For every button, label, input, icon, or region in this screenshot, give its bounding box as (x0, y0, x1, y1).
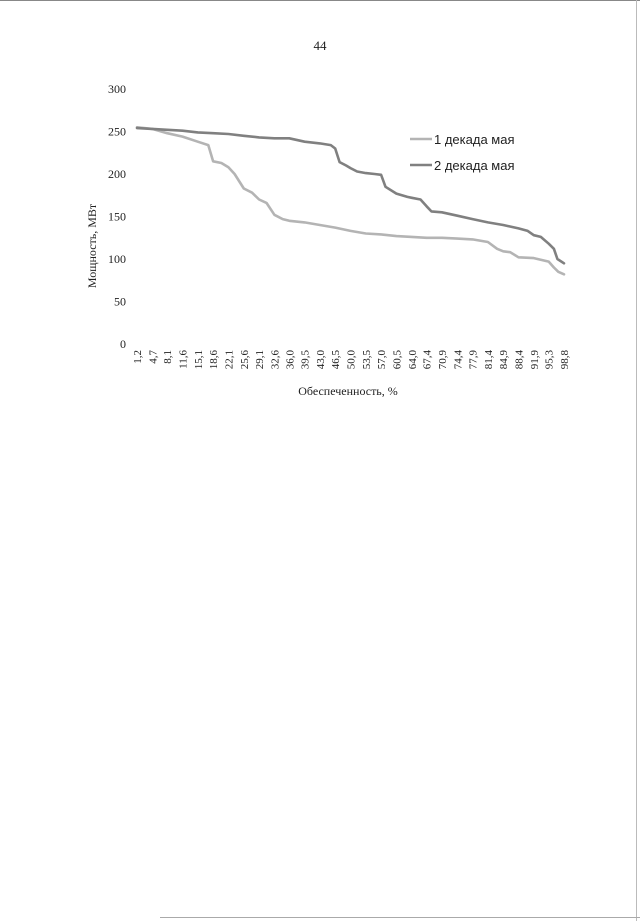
x-tick-label: 91,9 (529, 350, 541, 370)
x-tick-label: 95,3 (544, 350, 556, 370)
x-tick-label: 77,9 (468, 350, 480, 370)
x-tick-label: 32,6 (269, 350, 281, 370)
x-tick-label: 22,1 (223, 350, 235, 369)
x-tick-label: 15,1 (193, 350, 205, 369)
y-tick-label: 0 (120, 337, 126, 351)
x-tick-label: 43,0 (315, 350, 327, 370)
y-axis-ticks: 0 50 100 150 200 250 300 (108, 82, 126, 351)
x-tick-label: 46,5 (330, 350, 342, 370)
x-tick-label: 36,0 (284, 350, 296, 370)
x-tick-label: 29,1 (254, 350, 266, 369)
x-tick-label: 4,7 (147, 350, 159, 364)
x-tick-label: 81,4 (483, 350, 495, 370)
x-tick-label: 98,8 (559, 350, 571, 370)
series-line-1 (135, 126, 566, 276)
page-number: 44 (313, 38, 327, 53)
x-tick-label: 84,9 (498, 350, 510, 370)
x-tick-label: 60,5 (391, 350, 403, 370)
x-tick-label: 57,0 (376, 350, 388, 370)
y-axis-label: Мощность, МВт (85, 203, 99, 288)
x-tick-label: 8,1 (162, 350, 174, 364)
x-tick-label: 39,5 (300, 350, 312, 370)
x-tick-label: 74,4 (452, 350, 464, 370)
x-axis-ticks: 1,2 4,7 8,1 11,6 15,1 18,6 22,1 25,6 29,1 32,6 36,… (132, 350, 571, 370)
x-axis-label: Обеспеченность, % (298, 384, 398, 398)
series-lines (135, 126, 566, 276)
y-tick-label: 200 (108, 167, 126, 181)
series-line-2 (135, 126, 566, 265)
y-tick-label: 300 (108, 82, 126, 96)
y-tick-label: 50 (114, 295, 126, 309)
y-tick-label: 100 (108, 252, 126, 266)
x-tick-label: 53,5 (361, 350, 373, 370)
x-tick-label: 64,0 (407, 350, 419, 370)
x-tick-label: 1,2 (132, 350, 144, 364)
y-tick-label: 250 (108, 125, 126, 139)
x-tick-label: 70,9 (437, 350, 449, 370)
y-tick-label: 150 (108, 210, 126, 224)
x-tick-label: 88,4 (514, 350, 526, 370)
x-tick-label: 11,6 (178, 350, 190, 369)
legend-label-1: 1 декада мая (434, 132, 515, 147)
x-tick-label: 67,4 (422, 350, 434, 370)
x-tick-label: 18,6 (208, 350, 220, 370)
scan-edge-top (0, 0, 640, 1)
x-tick-label: 25,6 (239, 350, 251, 370)
x-tick-label: 50,0 (346, 350, 358, 370)
legend: 1 декада мая 2 декада мая (410, 132, 515, 173)
legend-label-2: 2 декада мая (434, 158, 515, 173)
scan-edge-right (636, 0, 637, 921)
scan-edge-bottom (160, 917, 640, 918)
